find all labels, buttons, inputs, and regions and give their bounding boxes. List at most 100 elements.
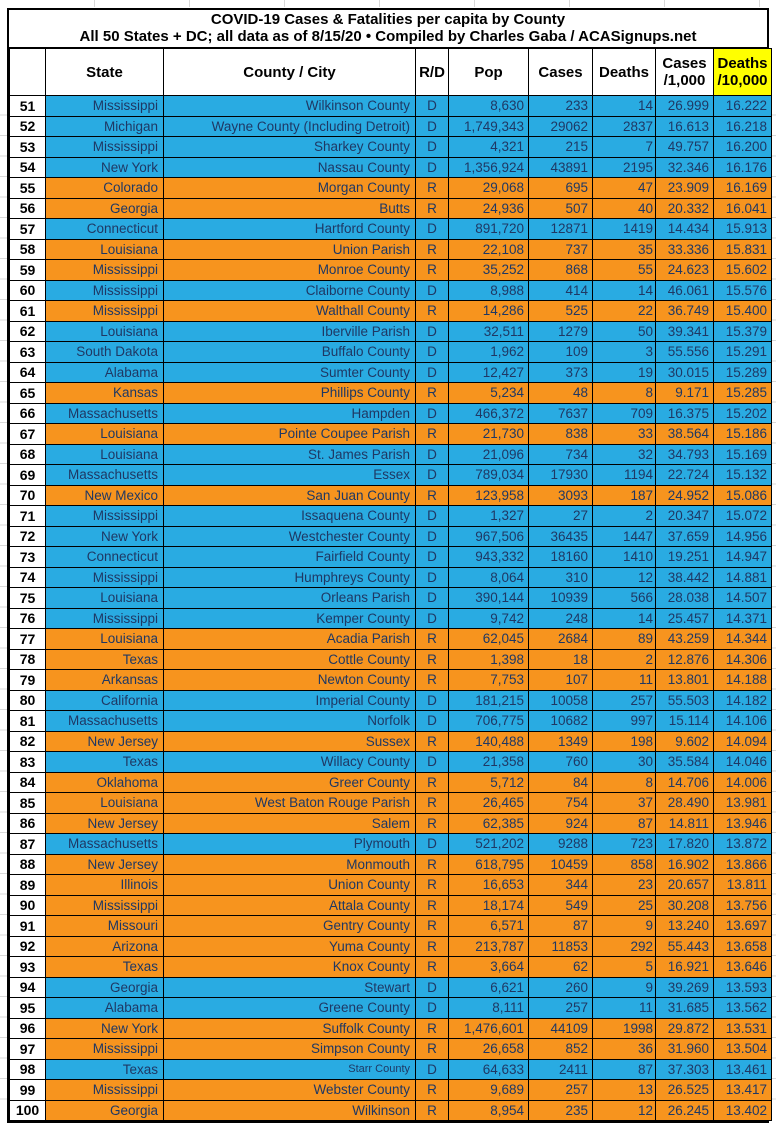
deaths-per-10000-cell[interactable]: 13.461 (713, 1058, 772, 1080)
cases-cell[interactable]: 2684 (528, 628, 593, 650)
pop-cell[interactable]: 8,064 (448, 566, 529, 588)
party-cell[interactable]: R (415, 894, 449, 916)
deaths-cell[interactable]: 8 (592, 382, 656, 404)
party-cell[interactable]: D (415, 95, 449, 117)
deaths-per-10000-cell[interactable]: 15.831 (713, 238, 772, 260)
county-cell[interactable]: Union Parish (163, 238, 416, 260)
cases-cell[interactable]: 737 (528, 238, 593, 260)
party-cell[interactable]: R (415, 259, 449, 281)
row-rank-cell[interactable]: 58 (9, 238, 46, 260)
county-cell[interactable]: Pointe Coupee Parish (163, 423, 416, 445)
cases-cell[interactable]: 18 (528, 648, 593, 670)
deaths-cell[interactable]: 566 (592, 587, 656, 609)
pop-cell[interactable]: 64,633 (448, 1058, 529, 1080)
row-rank-cell[interactable]: 95 (9, 997, 46, 1019)
deaths-cell[interactable]: 30 (592, 751, 656, 773)
deaths-cell[interactable]: 23 (592, 874, 656, 896)
deaths-cell[interactable]: 47 (592, 177, 656, 199)
row-rank-cell[interactable]: 89 (9, 874, 46, 896)
row-rank-cell[interactable]: 92 (9, 935, 46, 957)
cases-per-1000-cell[interactable]: 9.171 (655, 382, 714, 404)
pop-cell[interactable]: 140,488 (448, 730, 529, 752)
pop-cell[interactable]: 943,332 (448, 546, 529, 568)
deaths-cell[interactable]: 2837 (592, 115, 656, 137)
party-cell[interactable]: R (415, 956, 449, 978)
cases-per-1000-cell[interactable]: 39.269 (655, 976, 714, 998)
county-cell[interactable]: Plymouth (163, 833, 416, 855)
cases-cell[interactable]: 3093 (528, 484, 593, 506)
cases-per-1000-cell[interactable]: 23.909 (655, 177, 714, 199)
pop-cell[interactable]: 35,252 (448, 259, 529, 281)
row-rank-cell[interactable]: 57 (9, 218, 46, 240)
cases-cell[interactable]: 29062 (528, 115, 593, 137)
state-cell[interactable]: Mississippi (45, 607, 164, 629)
deaths-cell[interactable]: 36 (592, 1038, 656, 1060)
party-cell[interactable]: D (415, 976, 449, 998)
deaths-cell[interactable]: 87 (592, 812, 656, 834)
pop-cell[interactable]: 16,653 (448, 874, 529, 896)
county-cell[interactable]: Starr County (163, 1058, 416, 1080)
state-cell[interactable]: Massachusetts (45, 710, 164, 732)
party-cell[interactable]: D (415, 710, 449, 732)
deaths-per-10000-cell[interactable]: 15.576 (713, 279, 772, 301)
deaths-per-10000-cell[interactable]: 14.306 (713, 648, 772, 670)
deaths-per-10000-cell[interactable]: 15.132 (713, 464, 772, 486)
deaths-cell[interactable]: 87 (592, 1058, 656, 1080)
cases-per-1000-cell[interactable]: 14.706 (655, 771, 714, 793)
row-rank-cell[interactable]: 59 (9, 259, 46, 281)
cases-cell[interactable]: 414 (528, 279, 593, 301)
row-rank-cell[interactable]: 53 (9, 136, 46, 158)
cases-cell[interactable]: 549 (528, 894, 593, 916)
pop-cell[interactable]: 21,358 (448, 751, 529, 773)
cases-cell[interactable]: 12871 (528, 218, 593, 240)
pop-cell[interactable]: 21,096 (448, 443, 529, 465)
county-cell[interactable]: Walthall County (163, 300, 416, 322)
deaths-cell[interactable]: 13 (592, 1079, 656, 1101)
deaths-per-10000-cell[interactable]: 13.402 (713, 1099, 772, 1121)
party-cell[interactable]: D (415, 546, 449, 568)
cases-per-1000-cell[interactable]: 55.556 (655, 341, 714, 363)
county-cell[interactable]: Acadia Parish (163, 628, 416, 650)
county-cell[interactable]: Stewart (163, 976, 416, 998)
cases-cell[interactable]: 43891 (528, 156, 593, 178)
row-rank-cell[interactable]: 85 (9, 792, 46, 814)
party-cell[interactable]: R (415, 730, 449, 752)
state-cell[interactable]: Connecticut (45, 546, 164, 568)
county-cell[interactable]: Sharkey County (163, 136, 416, 158)
pop-cell[interactable]: 8,111 (448, 997, 529, 1019)
state-cell[interactable]: Mississippi (45, 259, 164, 281)
row-rank-cell[interactable]: 61 (9, 300, 46, 322)
deaths-per-10000-cell[interactable]: 14.344 (713, 628, 772, 650)
cases-per-1000-cell[interactable]: 36.749 (655, 300, 714, 322)
pop-cell[interactable]: 5,712 (448, 771, 529, 793)
cases-cell[interactable]: 18160 (528, 546, 593, 568)
party-cell[interactable]: R (415, 628, 449, 650)
party-cell[interactable]: D (415, 689, 449, 711)
state-cell[interactable]: Mississippi (45, 566, 164, 588)
pop-cell[interactable]: 390,144 (448, 587, 529, 609)
deaths-cell[interactable]: 32 (592, 443, 656, 465)
pop-cell[interactable]: 62,385 (448, 812, 529, 834)
pop-cell[interactable]: 24,936 (448, 197, 529, 219)
county-cell[interactable]: West Baton Rouge Parish (163, 792, 416, 814)
state-cell[interactable]: Illinois (45, 874, 164, 896)
county-cell[interactable]: Sussex (163, 730, 416, 752)
deaths-cell[interactable]: 33 (592, 423, 656, 445)
county-cell[interactable]: Iberville Parish (163, 320, 416, 342)
state-cell[interactable]: Kansas (45, 382, 164, 404)
cases-cell[interactable]: 852 (528, 1038, 593, 1060)
cases-per-1000-cell[interactable]: 12.876 (655, 648, 714, 670)
deaths-per-10000-cell[interactable]: 14.106 (713, 710, 772, 732)
row-rank-cell[interactable]: 75 (9, 587, 46, 609)
state-cell[interactable]: Texas (45, 648, 164, 670)
deaths-per-10000-cell[interactable]: 13.562 (713, 997, 772, 1019)
row-rank-cell[interactable]: 51 (9, 95, 46, 117)
cases-per-1000-cell[interactable]: 17.820 (655, 833, 714, 855)
cases-per-1000-cell[interactable]: 20.347 (655, 505, 714, 527)
deaths-cell[interactable]: 19 (592, 361, 656, 383)
cases-cell[interactable]: 344 (528, 874, 593, 896)
state-cell[interactable]: New York (45, 1017, 164, 1039)
deaths-cell[interactable]: 1410 (592, 546, 656, 568)
deaths-cell[interactable]: 37 (592, 792, 656, 814)
cases-cell[interactable]: 36435 (528, 525, 593, 547)
